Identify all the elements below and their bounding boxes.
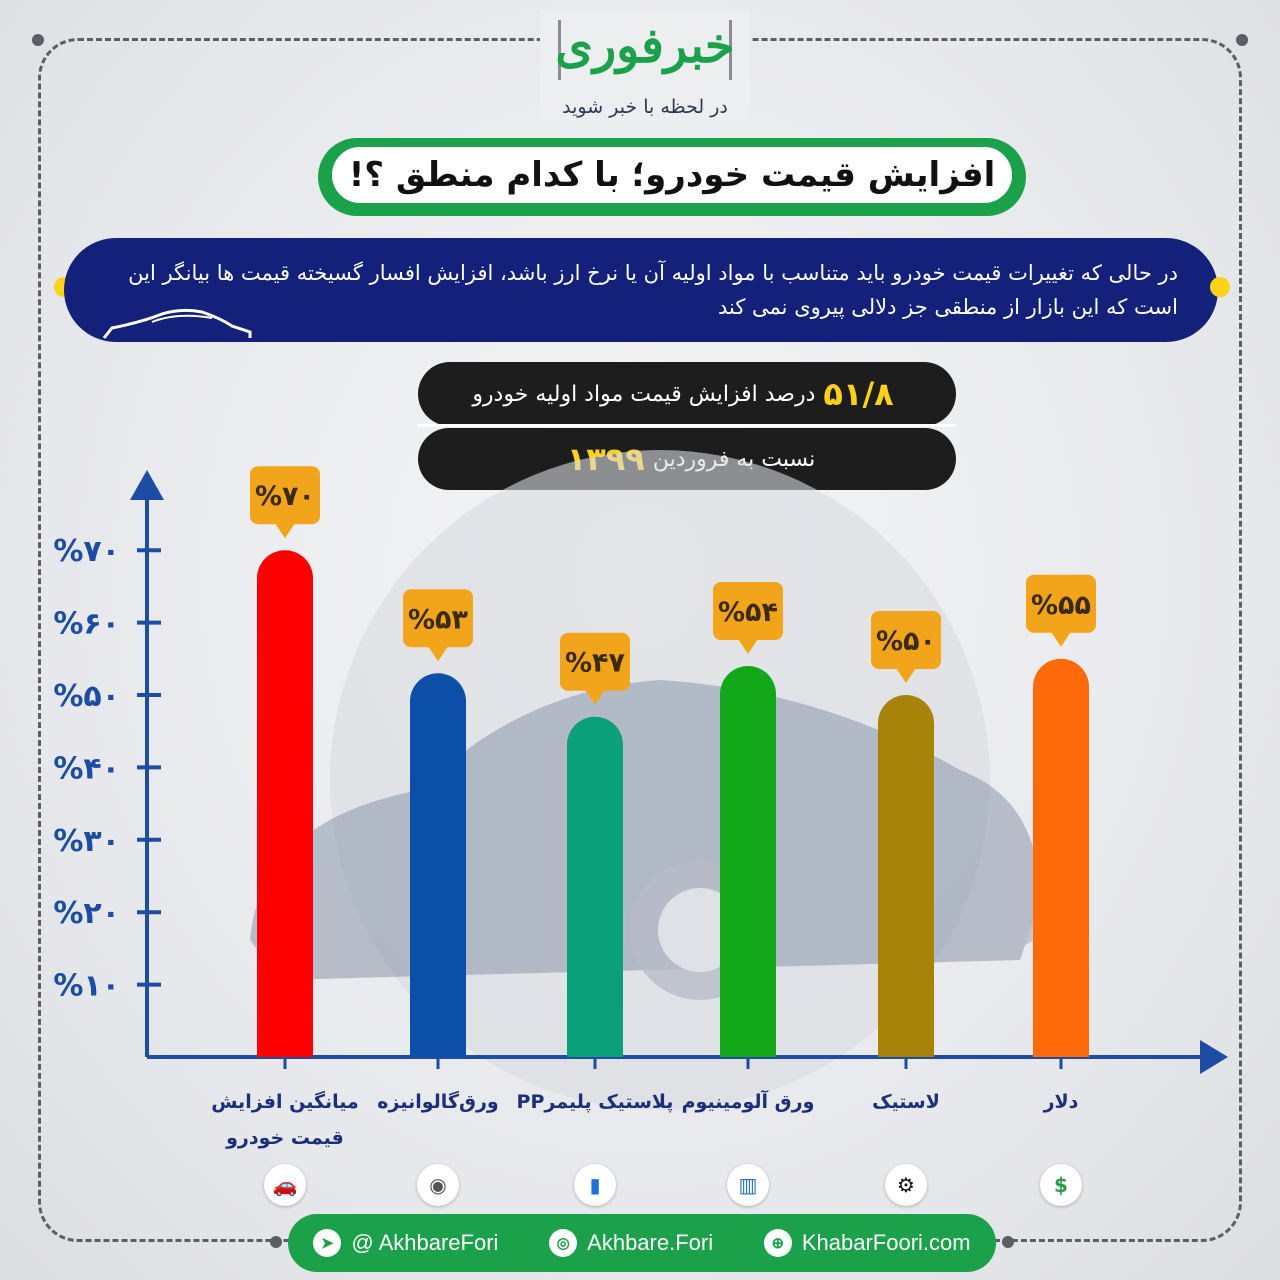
data-label-pointer [896, 668, 916, 683]
page-title: افزایش قیمت خودرو؛ با کدام منطق ؟! [330, 145, 1014, 205]
frame-dot [1236, 34, 1248, 46]
y-tick-label: %۴۰ [53, 751, 120, 786]
instagram-link[interactable]: ◎ Akhbare.Fori [549, 1229, 713, 1257]
telegram-icon: ➤ [313, 1229, 342, 1257]
intro-text: در حالی که تغییرات قیمت خودرو باید متناس… [128, 261, 1178, 319]
data-label: %۴۷ [565, 648, 626, 679]
bar-group: %۴۷ [560, 632, 630, 1069]
coil-icon: ◉ [417, 1164, 459, 1206]
data-label-pointer [585, 689, 605, 705]
bar-group: %۵۵ [1026, 574, 1096, 1069]
bar-base [878, 1027, 934, 1057]
instagram-handle: Akhbare.Fori [587, 1230, 714, 1255]
logo-tagline: در لحظه با خبر شوید [562, 96, 728, 118]
tire-icon: ⚙ [885, 1164, 927, 1206]
bottles-icon: ▮ [574, 1164, 616, 1206]
data-label: %۵۵ [1031, 590, 1091, 621]
stats-value-text: درصد افزایش قیمت مواد اولیه خودرو [472, 381, 816, 407]
data-label-box [871, 611, 941, 669]
data-label-box [713, 582, 783, 641]
category-label: ورق‌گالوانیزه [377, 1091, 499, 1113]
data-label-pointer [738, 639, 758, 655]
dollar-bill-icon: $ [1040, 1164, 1082, 1206]
telegram-link[interactable]: ➤ @ AkhbareFori [313, 1229, 498, 1257]
logo-text: خبرفوری [555, 18, 735, 74]
bar-base [720, 1027, 776, 1057]
stats-value: ۵۱/۸ [823, 375, 894, 413]
social-footer: ➤ @ AkhbareFori ◎ Akhbare.Fori ⊕ KhabarF… [288, 1214, 996, 1272]
data-label-pointer [1051, 631, 1071, 647]
y-tick-label: %۵۰ [53, 679, 120, 714]
category-label: دلار [1043, 1091, 1079, 1113]
website-link[interactable]: ⊕ KhabarFoori.com [763, 1229, 971, 1257]
bar [878, 695, 934, 1057]
stats-badge-value: ۵۱/۸ درصد افزایش قیمت مواد اولیه خودرو [418, 362, 956, 426]
bar [720, 666, 776, 1057]
bar-base [567, 1027, 623, 1057]
bar-group: %۵۳ [403, 589, 473, 1069]
yellow-dot-right [1210, 277, 1230, 297]
category-label: میانگین افزایش قیمت خودرو [211, 1091, 359, 1149]
frame-dot [270, 1236, 282, 1248]
data-label-pointer [428, 646, 448, 662]
website-url: KhabarFoori.com [801, 1230, 971, 1255]
bar-base [257, 1027, 313, 1057]
bar [567, 716, 623, 1057]
data-label-box [250, 466, 320, 525]
data-label: %۵۴ [718, 597, 778, 628]
intro-box: در حالی که تغییرات قیمت خودرو باید متناس… [64, 238, 1218, 342]
y-tick-label: %۳۰ [53, 824, 120, 859]
aluminum-roll-icon: ▥ [727, 1164, 769, 1206]
data-label-box [560, 632, 630, 691]
y-tick-label: %۶۰ [53, 607, 120, 642]
category-label: ورق آلومینیوم [681, 1091, 815, 1113]
y-tick-label: %۲۰ [53, 896, 120, 931]
frame-dot [32, 34, 44, 46]
bar [410, 673, 466, 1057]
frame-dot [1002, 1236, 1014, 1248]
instagram-icon: ◎ [549, 1229, 578, 1257]
bar-base [410, 1027, 466, 1057]
bar-group: %۷۰ [250, 466, 320, 1069]
globe-icon: ⊕ [763, 1229, 792, 1257]
y-axis-arrow [130, 470, 164, 500]
y-tick-label: %۷۰ [53, 534, 120, 569]
bar-group: %۵۴ [713, 582, 783, 1069]
category-label: پلاستیک پلیمرPP [516, 1091, 674, 1113]
data-label-box [1026, 574, 1096, 633]
badge-separator [418, 424, 956, 427]
bar [257, 550, 313, 1057]
y-tick-label: %۱۰ [53, 969, 120, 1004]
title-banner: افزایش قیمت خودرو؛ با کدام منطق ؟! [318, 138, 1026, 216]
data-label: %۵۰ [876, 626, 936, 657]
category-label: لاستیک [872, 1091, 940, 1113]
x-axis-arrow [1200, 1040, 1228, 1074]
data-label-box [403, 589, 473, 648]
logo: خبرفوری در لحظه با خبر شوید [540, 10, 750, 120]
data-label: %۵۳ [408, 604, 469, 635]
data-label-pointer [275, 523, 295, 539]
bar [1033, 658, 1089, 1057]
data-label: %۷۰ [255, 481, 315, 512]
car-outline-icon [102, 308, 252, 339]
car-icon: 🚗 [264, 1164, 306, 1206]
telegram-handle: @ AkhbareFori [351, 1230, 499, 1255]
bar-base [1033, 1027, 1089, 1057]
bar-group: %۵۰ [871, 611, 941, 1069]
